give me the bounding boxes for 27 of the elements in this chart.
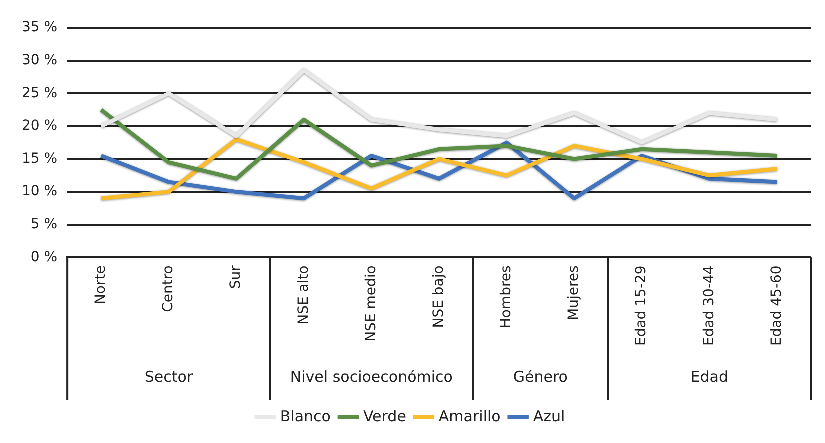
- x-tick-label: Hombres: [498, 266, 515, 329]
- y-tick-label: 15 %: [22, 150, 58, 167]
- x-tick-label: NSE alto: [296, 266, 312, 325]
- legend-label: Amarillo: [438, 407, 501, 426]
- text: Nivel socioeconómico: [290, 368, 453, 386]
- text: Sector: [144, 368, 194, 386]
- y-tick-label: 10 %: [22, 184, 58, 200]
- x-tick-label: Edad 15-29: [634, 266, 650, 346]
- x-tick-label: Sur: [228, 265, 244, 290]
- y-tick-label: 35 %: [22, 20, 58, 36]
- x-tick-label: NSE bajo: [430, 266, 447, 328]
- y-tick-label: 25 %: [22, 85, 58, 102]
- legend-label: Blanco: [280, 407, 331, 426]
- y-tick-label: 5 %: [30, 216, 58, 232]
- text: Edad: [690, 368, 728, 386]
- legend-label: Verde: [363, 407, 406, 426]
- x-tick-label: Norte: [93, 266, 109, 305]
- y-tick-label: 0 %: [30, 249, 58, 266]
- x-tick-label: Edad 30-44: [701, 266, 718, 346]
- x-tick-label: Edad 45-60: [768, 266, 785, 346]
- x-tick-label: Mujeres: [566, 266, 582, 320]
- x-tick-label: Centro: [160, 266, 177, 312]
- y-tick-label: 20 %: [22, 118, 58, 134]
- x-tick-label: NSE medio: [363, 266, 380, 342]
- y-tick-label: 30 %: [22, 52, 58, 68]
- legend-label: Azul: [533, 407, 566, 426]
- text: Género: [513, 368, 568, 386]
